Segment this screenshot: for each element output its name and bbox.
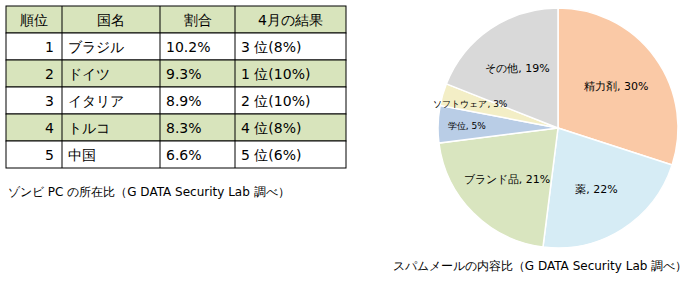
- data-label: 学位, 5%: [448, 121, 486, 131]
- table-cell: 中国: [68, 147, 96, 163]
- label-value: , 3%: [487, 99, 507, 109]
- label-value: , 5%: [466, 121, 486, 131]
- label-category: ブランド品: [464, 173, 519, 186]
- table-cell: 4: [45, 120, 54, 136]
- table-cell: ブラジル: [68, 39, 124, 55]
- table-row-bg: [6, 87, 346, 114]
- table-cell: ドイツ: [68, 66, 110, 82]
- table-cell: 4 位(8%): [241, 120, 302, 136]
- label-category: 精力剤: [584, 80, 617, 93]
- label-value: , 30%: [617, 80, 648, 93]
- label-value: , 19%: [518, 62, 549, 75]
- data-label: 薬, 22%: [575, 183, 617, 196]
- table-cell: 6.6%: [166, 147, 202, 163]
- table-col-line: [62, 6, 63, 168]
- chart-title: スパムメールの内容比（G DATA Security Lab 調べ）: [393, 259, 687, 273]
- label-category: ソフトウェア: [433, 99, 487, 109]
- table-row-bg: [6, 33, 346, 60]
- table-cell: 5: [45, 147, 54, 163]
- table-cell: 8.9%: [166, 93, 202, 109]
- pie: [438, 8, 678, 248]
- table-cell: 8.3%: [166, 120, 202, 136]
- label-category: 学位: [448, 121, 466, 131]
- table-cell: 3 位(8%): [241, 39, 302, 55]
- table-col-line: [160, 6, 161, 168]
- pie-slice: [446, 8, 558, 128]
- table-row-bg: [6, 6, 346, 33]
- data-label: ソフトウェア, 3%: [433, 99, 507, 109]
- table-row-bg: [6, 141, 346, 168]
- table-header: 4月の結果: [258, 12, 323, 28]
- label-value: , 22%: [586, 183, 617, 196]
- table-col-line: [235, 6, 236, 168]
- table-row-bg: [6, 114, 346, 141]
- table-row-bg: [6, 60, 346, 87]
- canvas: 順位 国名 割合 4月の結果 1 ブラジル 10.2% 3 位(8%) 2 ドイツ 9.3% 1 位(…: [0, 0, 700, 281]
- label-value: , 21%: [519, 173, 550, 186]
- table-header: 割合: [184, 12, 212, 28]
- pie-slice: [439, 128, 558, 247]
- ranking-table: 順位 国名 割合 4月の結果 1 ブラジル 10.2% 3 位(8%) 2 ドイツ 9.3% 1 位(…: [6, 6, 346, 168]
- table-header: 国名: [97, 12, 125, 28]
- table-cell: イタリア: [68, 93, 124, 109]
- table-cell: 2: [45, 66, 54, 82]
- table-cell: 3: [45, 93, 54, 109]
- table-cell: 9.3%: [166, 66, 202, 82]
- pie-slice: [543, 128, 672, 248]
- table-cell: 2 位(10%): [241, 93, 310, 109]
- pie-labels: 精力剤, 30% 薬, 22% ブランド品, 21% 学位, 5% ソフトウェア, 3%…: [433, 62, 648, 195]
- label-category: その他: [485, 62, 518, 75]
- table-cell: 1 位(10%): [241, 66, 310, 82]
- table-header: 順位: [20, 12, 48, 28]
- table-cell: トルコ: [68, 120, 110, 136]
- data-label: 精力剤, 30%: [584, 80, 648, 93]
- table-cell: 1: [45, 39, 54, 55]
- table-cell: 10.2%: [166, 39, 210, 55]
- label-category: 薬: [575, 183, 586, 196]
- data-label: その他, 19%: [485, 62, 549, 75]
- data-label: ブランド品, 21%: [464, 173, 550, 186]
- table-caption: ゾンビ PC の所在比（G DATA Security Lab 調べ）: [8, 185, 290, 199]
- table-cell: 5 位(6%): [241, 147, 302, 163]
